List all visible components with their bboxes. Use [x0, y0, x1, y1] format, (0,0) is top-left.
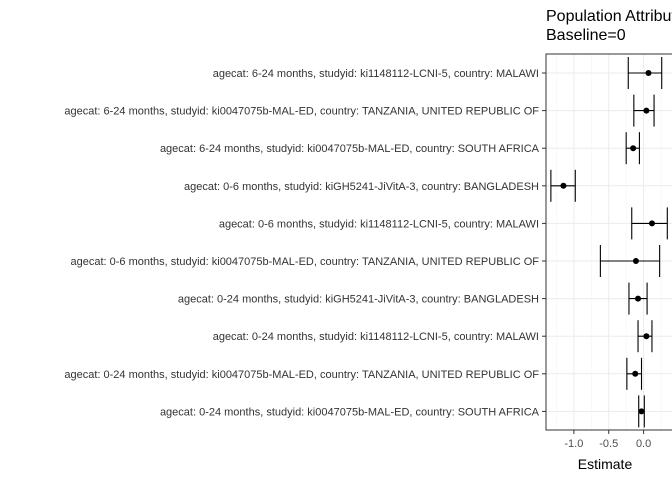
- estimate-row: [550, 169, 576, 202]
- estimate-row: [625, 132, 640, 165]
- estimate-row: [633, 94, 655, 127]
- x-axis-ticks: -1.0 -0.5 0.0: [564, 430, 651, 450]
- category-label: agecat: 0-24 months, studyid: ki0047075b…: [160, 406, 540, 418]
- chart-title-line-2: Baseline=0: [546, 27, 626, 44]
- category-label: agecat: 0-6 months, studyid: kiGH5241-Ji…: [184, 181, 539, 193]
- estimate-point: [560, 182, 567, 189]
- estimate-row: [637, 320, 653, 353]
- estimate-row: [626, 357, 643, 390]
- x-tick-label: -0.5: [599, 438, 618, 450]
- estimate-row: [627, 57, 663, 89]
- plot-panel-border: [545, 53, 672, 431]
- category-label: agecat: 0-24 months, studyid: ki1148112-…: [213, 331, 539, 343]
- category-label: agecat: 0-6 months, studyid: ki1148112-L…: [219, 218, 539, 230]
- estimate-point: [632, 258, 639, 264]
- x-axis-title: Estimate: [578, 456, 633, 472]
- category-label: agecat: 0-24 months, studyid: kiGH5241-J…: [178, 294, 539, 306]
- chart-marks: [550, 57, 668, 428]
- estimate-point: [638, 408, 645, 415]
- estimate-point: [645, 70, 652, 76]
- x-tick-label: 0.0: [636, 438, 651, 450]
- category-label: agecat: 6-24 months, studyid: ki0047075b…: [160, 143, 540, 155]
- estimate-row: [599, 245, 661, 277]
- estimate-point: [648, 220, 655, 227]
- estimate-point: [632, 370, 639, 377]
- estimate-point: [643, 333, 650, 340]
- chart-title-line-1: Population Attributable Fraction: [546, 8, 672, 25]
- category-labels: agecat: 6-24 months, studyid: ki1148112-…: [64, 68, 546, 418]
- category-label: agecat: 0-24 months, studyid: ki0047075b…: [64, 369, 539, 381]
- estimate-point: [635, 295, 642, 302]
- estimate-row: [631, 207, 668, 240]
- estimate-row: [628, 282, 648, 315]
- category-label: agecat: 6-24 months, studyid: ki0047075b…: [64, 106, 539, 118]
- x-tick-label: -1.0: [564, 438, 583, 450]
- estimate-point: [630, 145, 637, 152]
- category-label: agecat: 6-24 months, studyid: ki1148112-…: [213, 68, 539, 80]
- category-label: agecat: 0-6 months, studyid: ki0047075b-…: [71, 256, 540, 268]
- estimate-row: [638, 395, 645, 428]
- estimate-point: [643, 107, 650, 114]
